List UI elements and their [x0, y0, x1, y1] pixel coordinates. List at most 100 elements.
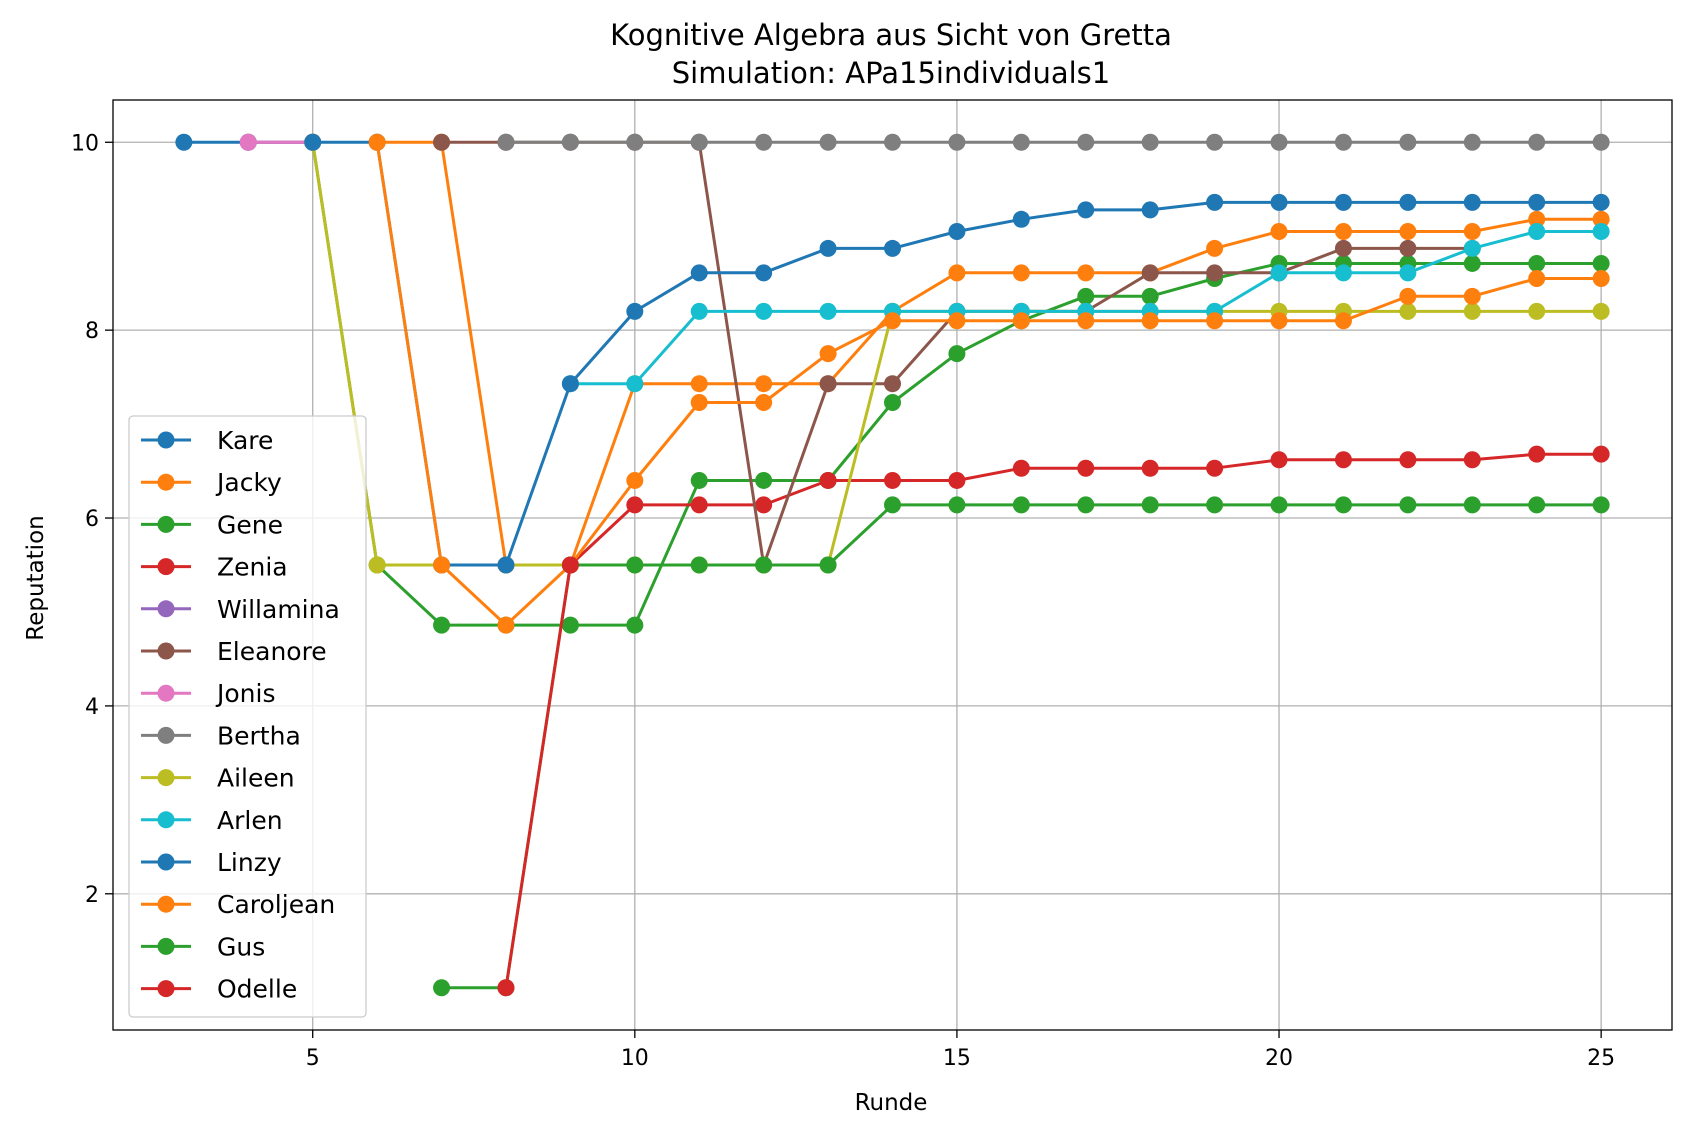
data-point-caroljean — [1399, 287, 1417, 305]
data-point-gene — [1141, 287, 1159, 305]
legend-label: Eleanore — [217, 637, 327, 666]
legend-label: Gene — [217, 510, 283, 539]
data-point-gus — [948, 496, 966, 514]
data-point-aileen — [1399, 302, 1417, 320]
data-point-arlen — [690, 302, 708, 320]
data-point-linzy — [1206, 193, 1224, 211]
data-point-zenia — [626, 496, 644, 514]
legend-marker — [157, 558, 175, 576]
chart-subtitle: Simulation: APa15individuals1 — [672, 56, 1110, 90]
data-point-linzy — [1528, 193, 1546, 211]
data-point-linzy — [948, 223, 966, 241]
x-tick-label: 15 — [943, 1046, 971, 1071]
x-tick-label: 10 — [621, 1046, 649, 1071]
y-tick-label: 6 — [85, 507, 99, 532]
series-caroljean — [368, 133, 1610, 634]
data-point-jacky — [1399, 223, 1417, 241]
y-tick-label: 10 — [71, 131, 99, 156]
series-bertha — [497, 133, 1610, 151]
data-point-arlen — [1463, 239, 1481, 257]
data-point-gus — [755, 556, 773, 574]
data-point-bertha — [1399, 133, 1417, 151]
data-point-bertha — [626, 133, 644, 151]
chart-title: Kognitive Algebra aus Sicht von Gretta — [610, 18, 1172, 52]
data-point-gus — [1141, 496, 1159, 514]
data-point-linzy — [1012, 210, 1030, 228]
data-point-gene — [884, 393, 901, 411]
legend-marker — [157, 600, 175, 618]
data-point-arlen — [626, 375, 644, 393]
data-point-eleanore — [884, 375, 901, 393]
data-point-linzy — [1334, 193, 1352, 211]
data-point-arlen — [1528, 223, 1546, 241]
y-tick-label: 2 — [85, 883, 99, 908]
legend-item-odelle: Odelle — [141, 975, 297, 1004]
data-point-bertha — [1528, 133, 1546, 151]
legend-marker — [157, 853, 175, 871]
legend-marker — [157, 684, 175, 702]
data-point-linzy — [819, 239, 837, 257]
data-point-linzy — [690, 264, 708, 282]
data-point-bertha — [561, 133, 579, 151]
data-point-bertha — [755, 133, 773, 151]
series-line-jacky — [377, 140, 1602, 567]
data-point-arlen — [1270, 264, 1288, 282]
data-point-aileen — [1463, 302, 1481, 320]
data-point-gus — [690, 556, 708, 574]
data-point-zenia — [1463, 451, 1481, 469]
data-point-bertha — [1012, 133, 1030, 151]
data-point-zenia — [1077, 459, 1095, 477]
data-point-zenia — [1012, 459, 1030, 477]
legend-marker — [157, 895, 175, 913]
data-point-bertha — [884, 133, 901, 151]
legend-label: Odelle — [217, 975, 297, 1004]
data-point-caroljean — [1270, 312, 1288, 330]
legend-item-jacky: Jacky — [141, 468, 282, 497]
data-point-zenia — [884, 471, 901, 489]
data-point-arlen — [1399, 264, 1417, 282]
series-linzy — [304, 133, 1610, 574]
data-point-gus — [819, 556, 837, 574]
legend-item-gus: Gus — [141, 932, 265, 961]
data-point-arlen — [1334, 264, 1352, 282]
data-point-odelle — [561, 556, 579, 574]
data-point-gus — [1528, 496, 1546, 514]
data-point-caroljean — [1334, 312, 1352, 330]
data-point-gus — [1206, 496, 1224, 514]
legend-label: Arlen — [217, 806, 283, 835]
data-point-gene — [690, 471, 708, 489]
legend: Kare Jacky Gene Zenia Willamina Eleanore Jonis… — [128, 415, 367, 1018]
legend-label: Aileen — [217, 764, 295, 793]
data-point-zenia — [1399, 451, 1417, 469]
data-point-gus — [433, 979, 451, 997]
data-point-jacky — [948, 264, 966, 282]
data-point-zenia — [1270, 451, 1288, 469]
legend-item-eleanore: Eleanore — [141, 637, 327, 666]
legend-marker — [157, 769, 175, 787]
legend-marker — [157, 726, 175, 744]
legend-marker — [157, 937, 175, 955]
data-point-caroljean — [1141, 312, 1159, 330]
data-point-kare — [175, 133, 193, 151]
legend-marker — [157, 431, 175, 449]
data-point-aileen — [1592, 302, 1610, 320]
data-point-caroljean — [368, 133, 386, 151]
data-point-eleanore — [1334, 239, 1352, 257]
legend-marker — [157, 980, 175, 998]
data-point-bertha — [497, 133, 515, 151]
series-gus — [433, 496, 1610, 997]
data-point-linzy — [561, 375, 579, 393]
data-point-caroljean — [1463, 287, 1481, 305]
data-point-bertha — [1463, 133, 1481, 151]
data-point-jacky — [755, 375, 773, 393]
data-point-zenia — [755, 496, 773, 514]
legend-item-kare: Kare — [141, 426, 273, 455]
legend-item-willamina: Willamina — [141, 595, 340, 624]
data-point-bertha — [1592, 133, 1610, 151]
legend-item-zenia: Zenia — [141, 553, 288, 582]
data-point-zenia — [1592, 445, 1610, 463]
legend-item-linzy: Linzy — [141, 848, 282, 877]
data-point-caroljean — [1592, 269, 1610, 287]
data-point-gene — [1077, 287, 1095, 305]
